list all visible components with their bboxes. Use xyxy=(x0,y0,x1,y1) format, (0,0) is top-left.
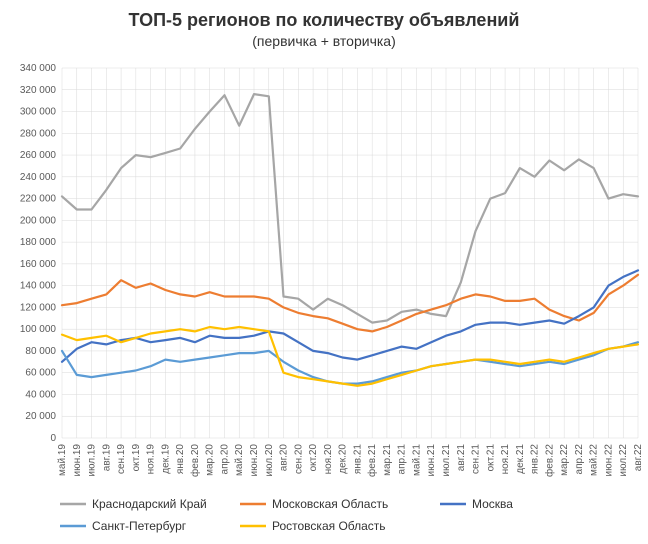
x-tick-label: сен.19 xyxy=(116,444,127,474)
x-tick-label: апр.21 xyxy=(397,444,408,475)
y-tick-label: 340 000 xyxy=(20,63,57,74)
legend-label: Санкт-Петербург xyxy=(92,519,187,533)
x-tick-label: июн.22 xyxy=(603,444,614,477)
y-tick-label: 60 000 xyxy=(25,368,56,379)
y-tick-label: 180 000 xyxy=(20,237,57,248)
y-tick-label: 240 000 xyxy=(20,172,57,183)
x-tick-label: май.22 xyxy=(589,444,600,476)
y-tick-label: 100 000 xyxy=(20,324,57,335)
x-tick-label: сен.21 xyxy=(471,444,482,474)
x-tick-label: фев.22 xyxy=(543,444,555,477)
y-tick-label: 220 000 xyxy=(20,194,57,205)
x-tick-label: дек.21 xyxy=(515,444,526,474)
x-tick-label: янв.22 xyxy=(530,444,541,475)
x-tick-label: апр.22 xyxy=(574,444,585,475)
x-tick-label: мар.20 xyxy=(205,444,216,476)
x-tick-label: авг.20 xyxy=(279,444,290,472)
y-tick-label: 40 000 xyxy=(25,389,56,400)
y-tick-label: 80 000 xyxy=(25,346,56,357)
y-tick-label: 280 000 xyxy=(20,128,57,139)
x-tick-label: янв.20 xyxy=(175,444,186,475)
legend-label: Ростовская Область xyxy=(272,519,386,533)
x-tick-label: авг.22 xyxy=(633,444,644,472)
legend-label: Москва xyxy=(472,497,513,511)
x-tick-label: июн.20 xyxy=(249,444,260,477)
y-tick-label: 260 000 xyxy=(20,150,57,161)
chart-container: ТОП-5 регионов по количеству объявлений (… xyxy=(0,0,648,544)
x-tick-label: июл.21 xyxy=(441,444,452,477)
x-tick-label: июн.21 xyxy=(426,444,437,477)
x-tick-label: мар.21 xyxy=(382,444,393,476)
x-tick-label: янв.21 xyxy=(352,444,363,475)
x-tick-label: ноя.21 xyxy=(500,444,511,475)
y-tick-label: 0 xyxy=(50,433,56,444)
y-tick-label: 200 000 xyxy=(20,215,57,226)
chart-title: ТОП-5 регионов по количеству объявлений xyxy=(129,10,520,30)
y-tick-label: 320 000 xyxy=(20,85,57,96)
x-tick-label: ноя.19 xyxy=(146,444,157,475)
x-tick-label: июн.19 xyxy=(72,444,83,477)
chart-subtitle: (первичка + вторичка) xyxy=(252,33,396,49)
x-tick-label: сен.20 xyxy=(293,444,304,474)
legend-label: Краснодарский Край xyxy=(92,497,207,511)
x-tick-label: авг.19 xyxy=(101,444,112,472)
x-tick-label: ноя.20 xyxy=(323,444,334,475)
x-tick-label: май.21 xyxy=(411,444,422,476)
x-tick-label: дек.20 xyxy=(338,444,349,474)
x-tick-label: мар.22 xyxy=(559,444,570,476)
y-tick-label: 20 000 xyxy=(25,411,56,422)
x-tick-label: июл.19 xyxy=(87,444,98,477)
x-tick-label: фев.20 xyxy=(189,444,201,477)
x-tick-label: май.20 xyxy=(234,444,245,476)
x-tick-label: окт.20 xyxy=(308,444,319,472)
x-tick-label: май.19 xyxy=(57,444,68,476)
y-tick-label: 160 000 xyxy=(20,259,57,270)
x-tick-label: июл.22 xyxy=(618,444,629,477)
x-tick-label: апр.20 xyxy=(219,444,230,475)
x-tick-label: июл.20 xyxy=(264,444,275,477)
line-chart: ТОП-5 регионов по количеству объявлений (… xyxy=(0,0,648,544)
x-tick-label: дек.19 xyxy=(160,444,171,474)
x-tick-label: окт.19 xyxy=(131,444,142,472)
y-tick-label: 300 000 xyxy=(20,107,57,118)
x-tick-label: окт.21 xyxy=(485,444,496,472)
legend-label: Московская Область xyxy=(272,497,388,511)
x-tick-label: авг.21 xyxy=(456,444,467,472)
x-tick-label: фев.21 xyxy=(366,444,378,477)
y-tick-label: 140 000 xyxy=(20,281,57,292)
y-tick-label: 120 000 xyxy=(20,302,57,313)
